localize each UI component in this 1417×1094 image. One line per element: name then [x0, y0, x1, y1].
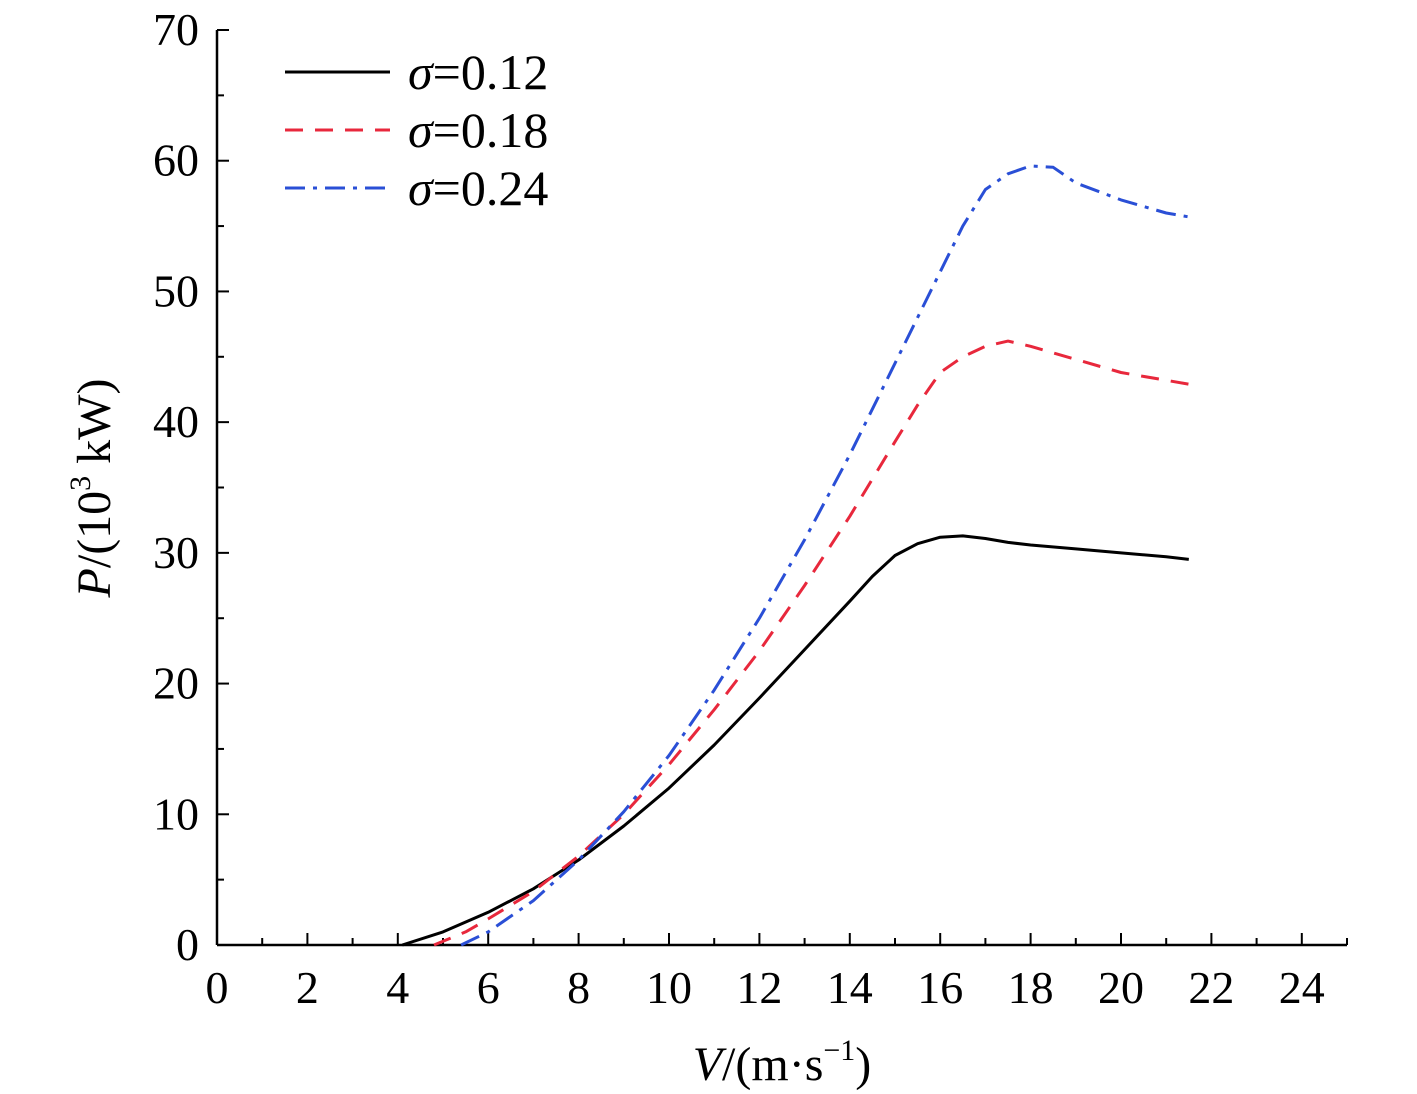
legend-label-0: σ=0.12 — [408, 44, 548, 100]
y-tick-label: 70 — [153, 4, 199, 55]
legend-label-1: σ=0.18 — [408, 102, 548, 158]
x-tick-label: 4 — [386, 962, 409, 1013]
series-layer — [401, 164, 1190, 947]
y-tick-label: 20 — [153, 658, 199, 709]
series-line-0 — [401, 534, 1189, 947]
x-tick-label: 6 — [477, 962, 500, 1013]
x-tick-label: 14 — [827, 962, 873, 1013]
x-tick-label: 18 — [1008, 962, 1054, 1013]
x-axis-title: V/(m·s−1) — [693, 1034, 872, 1091]
legend-label-2: σ=0.24 — [408, 160, 548, 216]
series-line-2 — [460, 164, 1190, 947]
x-tick-label: 10 — [646, 962, 692, 1013]
y-tick-label: 0 — [176, 919, 199, 970]
x-tick-label: 24 — [1279, 962, 1325, 1013]
x-tick-label: 12 — [736, 962, 782, 1013]
y-tick-label: 60 — [153, 135, 199, 186]
x-tick-label: 16 — [917, 962, 963, 1013]
legend: σ=0.12σ=0.18σ=0.24 — [285, 44, 548, 216]
x-tick-label: 20 — [1098, 962, 1144, 1013]
x-tick-label: 0 — [206, 962, 229, 1013]
y-axis-title: P/(103 kW) — [64, 379, 121, 599]
x-tick-label: 2 — [296, 962, 319, 1013]
y-tick-label: 50 — [153, 265, 199, 316]
x-tick-label: 8 — [567, 962, 590, 1013]
y-tick-label: 40 — [153, 396, 199, 447]
y-tick-label: 10 — [153, 788, 199, 839]
y-tick-label: 30 — [153, 527, 199, 578]
x-tick-label: 22 — [1188, 962, 1234, 1013]
